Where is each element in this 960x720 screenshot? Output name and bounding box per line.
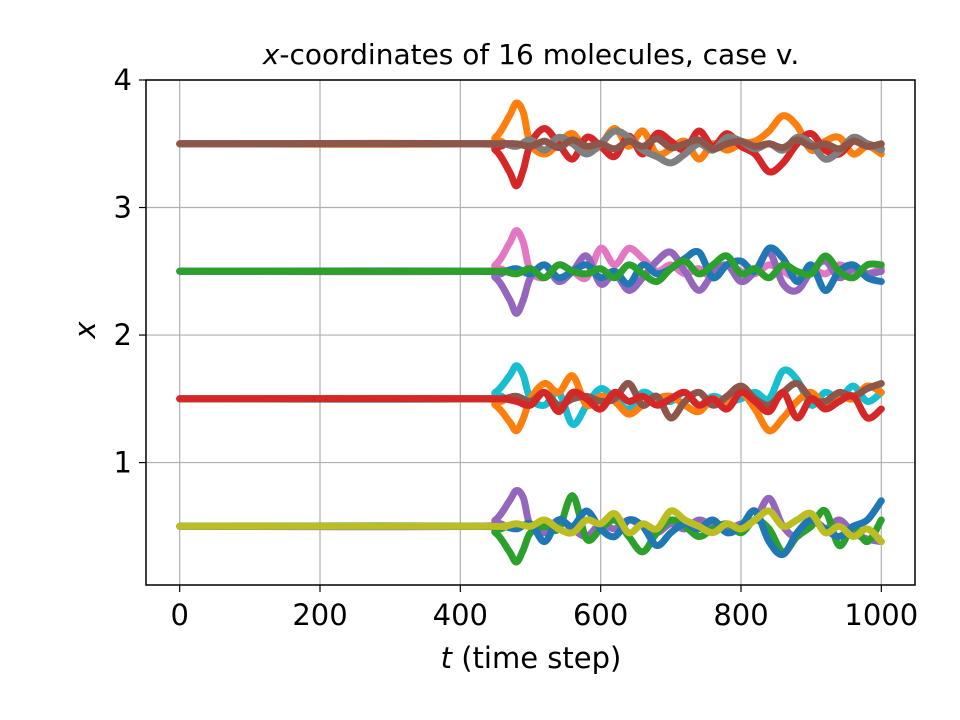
series-line-12 xyxy=(176,388,885,422)
y-axis-label: x xyxy=(68,321,102,340)
x-tick-label: 200 xyxy=(292,598,347,632)
y-tick-label: 1 xyxy=(114,446,132,480)
series-line-14 xyxy=(176,492,885,566)
series-line-4 xyxy=(176,135,885,153)
chart-title: x-coordinates of 16 molecules, case v. xyxy=(262,38,799,71)
y-tick-label: 2 xyxy=(114,318,132,352)
x-axis-label: t (time step) xyxy=(441,641,622,675)
series-line-2 xyxy=(176,125,885,190)
y-tick-label: 4 xyxy=(114,63,132,97)
x-axis-label-variable: t xyxy=(441,641,454,675)
series-line-6 xyxy=(176,248,885,317)
title-variable: x xyxy=(262,38,280,71)
x-tick-label: 600 xyxy=(573,598,628,632)
plot-frame xyxy=(145,79,916,586)
x-tick-label: 0 xyxy=(170,598,188,632)
series-line-16 xyxy=(176,507,885,546)
y-tick-label: 3 xyxy=(114,191,132,225)
plot-lines xyxy=(176,99,885,566)
x-tick-label: 800 xyxy=(713,598,768,632)
x-tick-label: 1000 xyxy=(844,598,918,632)
x-tick-label: 400 xyxy=(433,598,488,632)
title-text: -coordinates of 16 molecules, case v. xyxy=(279,38,799,71)
ticks: 0 200 400 600 800 1000 1 2 3 4 xyxy=(114,63,919,632)
series-line-8 xyxy=(176,252,885,286)
x-axis-label-text: (time step) xyxy=(452,641,621,675)
